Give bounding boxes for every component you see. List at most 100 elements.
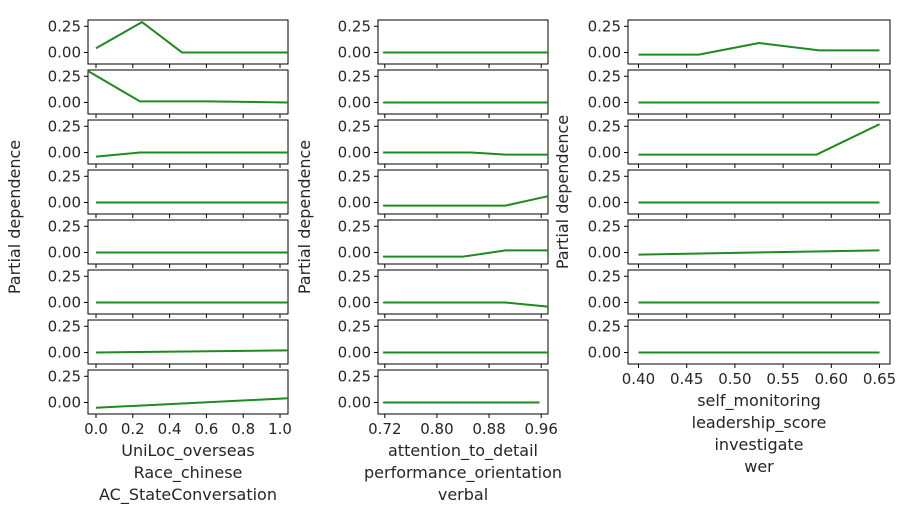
subplot: 0.25 0.00 <box>338 17 549 68</box>
subplot: 0.25 0.00 <box>48 67 289 118</box>
x-tick-label: 0.96 <box>524 420 557 438</box>
x-axis-label-overlap: Race_chinese <box>134 463 243 483</box>
axes-frame <box>87 219 289 265</box>
subplot: 0.25 0.00 <box>588 267 891 318</box>
y-tick-label: 0.25 <box>48 117 81 135</box>
y-tick-label: 0.25 <box>588 267 621 285</box>
y-tick-label: 0.25 <box>338 167 371 185</box>
y-tick-label: 0.25 <box>48 267 81 285</box>
pd-line <box>95 151 288 158</box>
axes-frame <box>377 319 549 365</box>
x-axis-label: attention_to_detail <box>388 441 538 461</box>
y-tick-label: 0.25 <box>338 367 371 385</box>
y-tick-label: 0.00 <box>48 393 81 411</box>
axes-frame <box>377 169 549 215</box>
y-axis-label: Partial dependence <box>295 140 314 294</box>
x-tick-label: 0.8 <box>231 420 255 438</box>
x-tick-label: 0.45 <box>670 370 703 388</box>
y-tick-label: 0.00 <box>588 243 621 261</box>
axes-frame <box>377 69 549 115</box>
subplot: 0.25 0.00 <box>48 317 289 368</box>
axes-frame <box>627 319 891 365</box>
y-tick-label: 0.25 <box>48 167 81 185</box>
x-tick-label: 0.72 <box>368 420 401 438</box>
y-tick-label: 0.00 <box>48 243 81 261</box>
axes-frame <box>87 69 289 115</box>
axes-frame <box>377 119 549 165</box>
y-tick-label: 0.00 <box>588 93 621 111</box>
y-tick-label: 0.00 <box>338 243 371 261</box>
y-axis-label: Partial dependence <box>5 140 24 294</box>
x-axis-label-overlap: wer <box>744 457 774 476</box>
y-tick-label: 0.25 <box>588 17 621 35</box>
axes-frame <box>87 319 289 365</box>
subplot: 0.25 0.00 <box>338 267 549 318</box>
y-tick-label: 0.00 <box>48 293 81 311</box>
axes-frame <box>627 69 891 115</box>
axes-frame <box>627 219 891 265</box>
axes-frame <box>377 269 549 315</box>
subplot: 0.25 0.00 <box>338 67 549 118</box>
x-axis-label: UniLoc_overseas <box>121 441 255 461</box>
axes-frame <box>627 119 891 165</box>
x-tick-label: 0.88 <box>472 420 505 438</box>
y-tick-label: 0.00 <box>338 43 371 61</box>
subplot: 0.25 0.00 <box>588 117 891 168</box>
y-tick-label: 0.25 <box>338 67 371 85</box>
pd-line <box>638 123 880 156</box>
x-axis-label-overlap: leadership_score <box>692 413 827 433</box>
pd-line <box>383 249 548 258</box>
y-tick-label: 0.25 <box>588 217 621 235</box>
subplot: 0.25 0.00 <box>48 17 289 68</box>
y-axis-label: Partial dependence <box>553 115 572 269</box>
subplot: 0.25 0.00 <box>588 167 891 218</box>
y-tick-label: 0.00 <box>588 43 621 61</box>
subplot: 0.25 0.00 <box>338 217 549 268</box>
pd-line <box>95 20 288 54</box>
y-tick-label: 0.25 <box>48 17 81 35</box>
subplot: 0.25 0.00 <box>48 267 289 318</box>
axes-frame <box>627 169 891 215</box>
pd-line <box>383 151 548 156</box>
x-axis-label: self_monitoring <box>697 391 821 411</box>
y-tick-label: 0.25 <box>338 117 371 135</box>
pd-line <box>95 349 289 354</box>
y-tick-label: 0.00 <box>338 293 371 311</box>
axes-frame <box>627 19 891 65</box>
subplot: 0.25 0.00 <box>338 167 549 218</box>
y-tick-label: 0.00 <box>338 93 371 111</box>
y-tick-label: 0.25 <box>48 217 81 235</box>
y-tick-label: 0.25 <box>338 17 371 35</box>
y-tick-label: 0.25 <box>338 217 371 235</box>
axes-frame <box>87 19 289 65</box>
y-tick-label: 0.00 <box>338 143 371 161</box>
y-tick-label: 0.00 <box>338 193 371 211</box>
y-tick-label: 0.25 <box>338 267 371 285</box>
subplot: 0.25 0.00 <box>338 317 549 368</box>
y-tick-label: 0.00 <box>48 193 81 211</box>
x-tick-label: 0.65 <box>863 370 896 388</box>
x-tick-label: 0.6 <box>194 420 218 438</box>
x-axis-label-overlap: AC_StateConversation <box>99 485 277 505</box>
subplot: 0.25 0.00 <box>338 117 549 168</box>
y-tick-label: 0.25 <box>588 67 621 85</box>
y-tick-label: 0.00 <box>588 143 621 161</box>
x-tick-label: 0.60 <box>815 370 848 388</box>
y-tick-label: 0.00 <box>48 43 81 61</box>
x-tick-label: 0.55 <box>766 370 799 388</box>
x-tick-label: 0.40 <box>622 370 655 388</box>
pd-line <box>383 195 549 207</box>
y-tick-label: 0.00 <box>338 393 371 411</box>
x-tick-label: 0.80 <box>420 420 453 438</box>
y-tick-label: 0.00 <box>48 93 81 111</box>
subplot: 0.25 0.00 <box>588 67 891 118</box>
subplot: 0.25 0.00 <box>588 217 891 268</box>
axes-frame <box>377 19 549 65</box>
y-tick-label: 0.00 <box>588 293 621 311</box>
x-tick-label: 1.0 <box>268 420 292 438</box>
y-tick-label: 0.25 <box>338 317 371 335</box>
subplot: 0.25 0.00 <box>588 17 891 68</box>
subplot: 0.25 0.00 0.72 0.80 0.88 0.96 attention_to_det… <box>338 367 562 504</box>
y-tick-label: 0.00 <box>588 193 621 211</box>
